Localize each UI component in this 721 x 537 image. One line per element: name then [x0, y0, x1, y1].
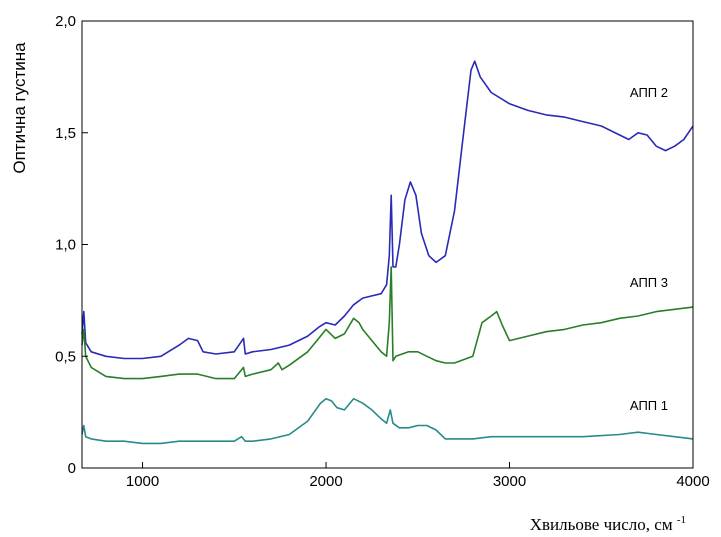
y-tick-label: 2,0: [55, 13, 76, 30]
x-axis-label: Хвильове число, см -1: [530, 514, 686, 534]
x-axis: 1000 2000 3000 4000: [126, 462, 710, 490]
plot-frame: [81, 20, 694, 469]
x-axis-label-text: Хвильове число, см: [530, 515, 673, 534]
plot-lines: [81, 60, 694, 445]
x-axis-label-superscript: -1: [677, 514, 686, 526]
x-tick-label: 4000: [676, 473, 709, 490]
x-tick-label: 1000: [126, 473, 159, 490]
series-labels: АПП 2 АПП 3 АПП 1: [630, 85, 668, 413]
y-tick-label: 1,5: [55, 125, 76, 142]
series-line: [81, 266, 694, 380]
series-label: АПП 1: [630, 398, 668, 413]
series-line: [81, 397, 694, 445]
y-axis: 0 0,5 1,0 1,5 2,0: [55, 13, 88, 477]
y-axis-label: Оптична густина: [10, 42, 29, 174]
series-label: АПП 3: [630, 275, 668, 290]
x-tick-label: 3000: [493, 473, 526, 490]
series-line: [81, 60, 694, 360]
y-tick-label: 0: [68, 460, 76, 477]
series-label: АПП 2: [630, 85, 668, 100]
y-tick-label: 0,5: [55, 348, 76, 365]
y-tick-label: 1,0: [55, 237, 76, 254]
x-tick-label: 2000: [309, 473, 342, 490]
